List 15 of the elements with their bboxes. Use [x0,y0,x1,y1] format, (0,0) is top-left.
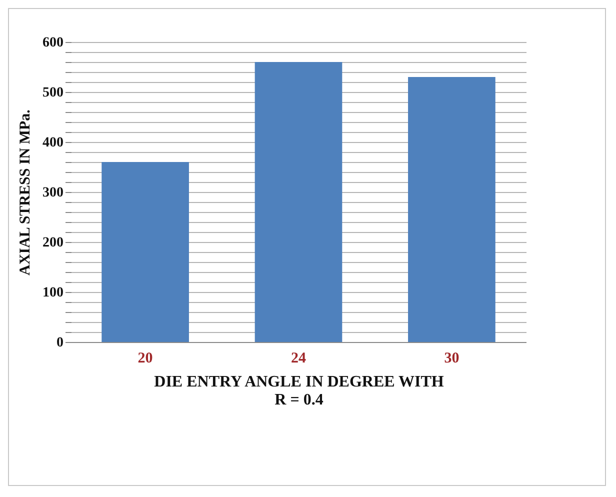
bar [254,62,342,342]
y-tick-label: 200 [42,236,64,250]
x-tick-label: 20 [138,350,153,366]
y-tick-label: 600 [42,36,64,50]
x-tick-label: 30 [444,350,460,366]
y-axis-title: AXIAL STRESS IN MPa. [18,109,34,276]
x-tick-label: 24 [291,350,306,366]
y-tick-label: 300 [42,186,64,200]
bar [102,162,189,342]
y-tick-label: 0 [56,336,64,350]
x-axis-title: DIE ENTRY ANGLE IN DEGREE WITH R = 0.4 [154,374,444,408]
bar [408,77,496,342]
y-tick-label: 500 [42,86,64,100]
y-tick-label: 100 [42,286,64,300]
y-tick-label: 400 [42,136,64,150]
